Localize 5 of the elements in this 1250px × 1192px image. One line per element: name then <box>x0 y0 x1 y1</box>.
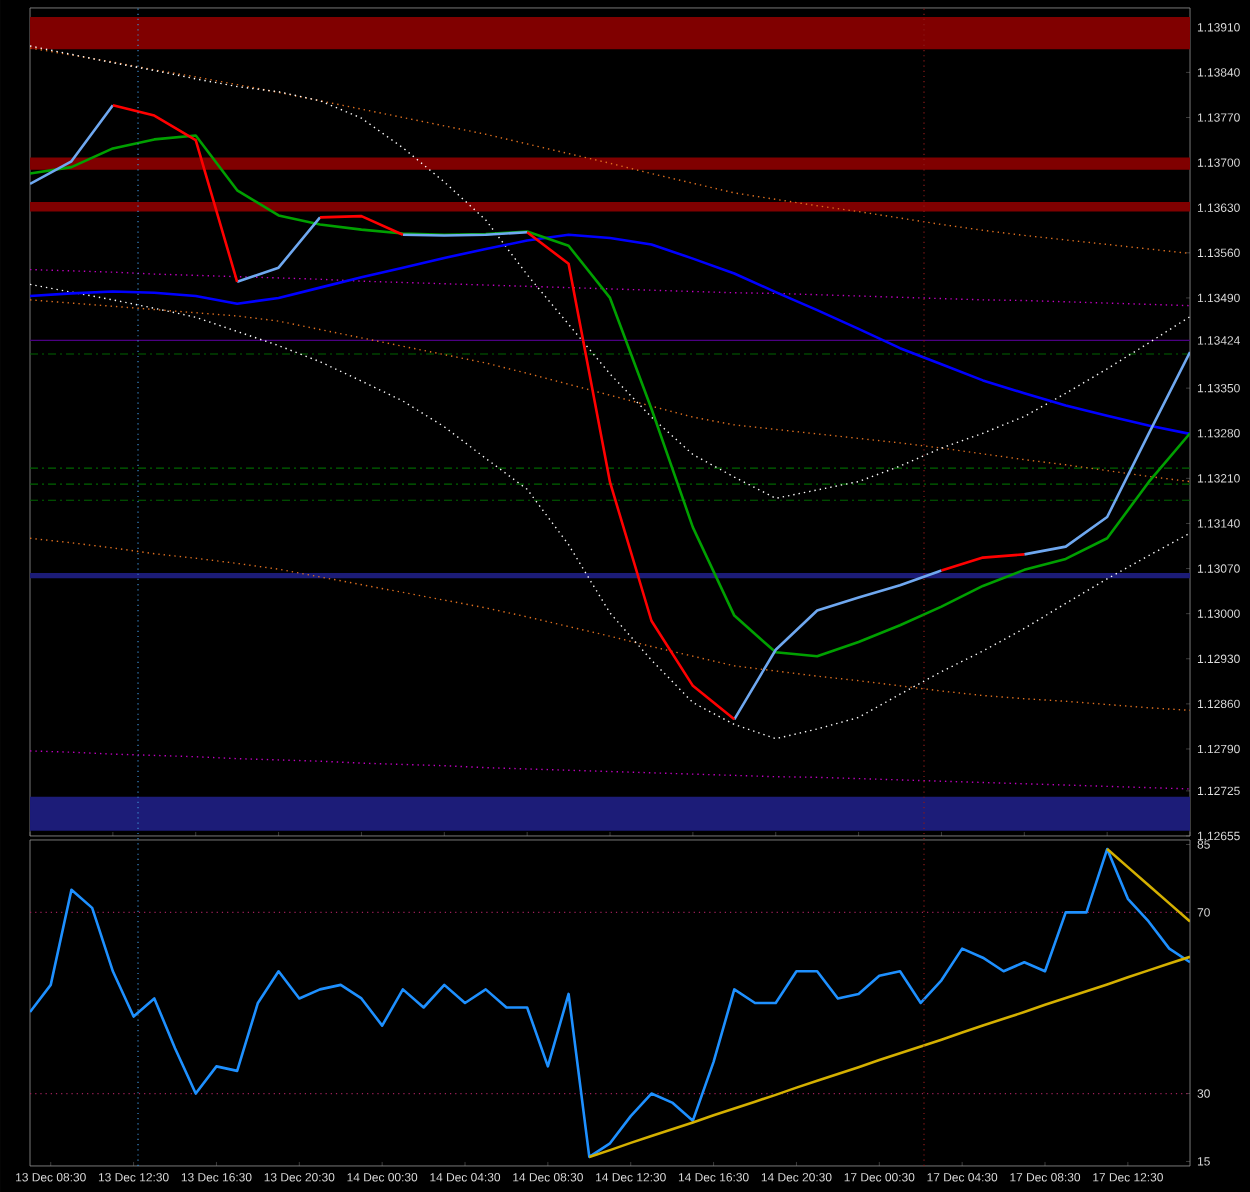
line-series <box>588 955 1191 1159</box>
line-series <box>30 134 1191 658</box>
line-series <box>30 233 1191 436</box>
line-series <box>1105 847 1191 923</box>
line-series <box>30 847 1191 1159</box>
